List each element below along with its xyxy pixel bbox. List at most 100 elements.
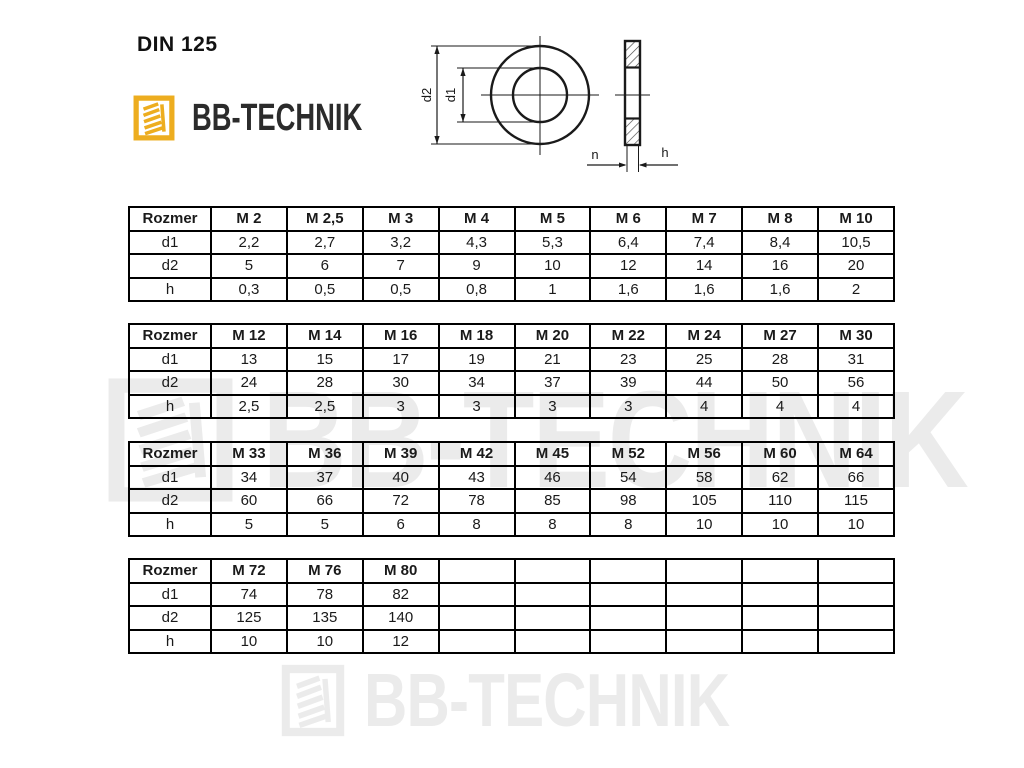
rozmer-header: Rozmer	[128, 323, 212, 349]
dimension-value-cell: 44	[665, 370, 744, 396]
size-column-header: M 7	[665, 206, 744, 232]
dimension-value-cell	[589, 581, 668, 607]
dimension-value-cell: 10,5	[817, 229, 895, 255]
size-column-header: M 80	[361, 558, 440, 584]
dimension-row-label: d1	[128, 229, 212, 255]
dimension-value-cell: 1	[513, 276, 592, 302]
rozmer-header: Rozmer	[128, 441, 212, 467]
dimension-value-cell	[437, 581, 516, 607]
size-column-header: M 2,5	[285, 206, 364, 232]
size-column-header: M 22	[589, 323, 668, 349]
dimension-value-cell: 2	[817, 276, 895, 302]
dimension-value-cell: 39	[589, 370, 668, 396]
dimension-value-cell: 54	[589, 464, 668, 490]
dimension-value-cell: 2,2	[210, 229, 288, 255]
dimension-value-cell: 10	[665, 511, 744, 537]
size-column-header: M 52	[589, 441, 668, 467]
dimension-row-label: h	[128, 511, 212, 537]
size-column-header: M 10	[817, 206, 895, 232]
dimension-value-cell: 5,3	[513, 229, 592, 255]
dimension-value-cell	[513, 628, 592, 654]
dimension-value-cell: 2,5	[285, 393, 364, 419]
dimension-value-cell	[741, 581, 819, 607]
dimension-value-cell: 40	[361, 464, 440, 490]
dimension-value-cell: 8	[437, 511, 516, 537]
dimension-value-cell: 8	[513, 511, 592, 537]
dimension-value-cell: 4,3	[437, 229, 516, 255]
dimension-value-cell: 66	[817, 464, 895, 490]
dimension-value-cell: 72	[361, 488, 440, 514]
dimension-value-cell: 28	[741, 346, 819, 372]
dimension-value-cell: 6	[285, 253, 364, 279]
size-column-header: M 4	[437, 206, 516, 232]
size-column-header: M 39	[361, 441, 440, 467]
dimension-value-cell: 0,5	[285, 276, 364, 302]
rozmer-header: Rozmer	[128, 206, 212, 232]
size-column-header: M 8	[741, 206, 819, 232]
dimension-value-cell	[513, 605, 592, 631]
dimension-value-cell: 13	[210, 346, 288, 372]
size-column-header: M 60	[741, 441, 819, 467]
dimension-arrows	[434, 46, 466, 144]
dimension-row-label: h	[128, 276, 212, 302]
dimension-value-cell	[817, 628, 895, 654]
dimension-value-cell: 7	[361, 253, 440, 279]
dimension-value-cell: 0,8	[437, 276, 516, 302]
dimension-value-cell: 115	[817, 488, 895, 514]
size-column-header: M 36	[285, 441, 364, 467]
washer-section-view	[587, 39, 678, 172]
dimension-value-cell: 7,4	[665, 229, 744, 255]
n-label: n	[591, 147, 598, 162]
size-column-header: M 45	[513, 441, 592, 467]
dimension-value-cell: 10	[285, 628, 364, 654]
dimension-value-cell: 105	[665, 488, 744, 514]
dimension-value-cell	[817, 581, 895, 607]
dimension-value-cell	[741, 605, 819, 631]
dimension-value-cell: 4	[741, 393, 819, 419]
dimension-value-cell: 30	[361, 370, 440, 396]
dimension-value-cell: 14	[665, 253, 744, 279]
size-column-header: M 20	[513, 323, 592, 349]
dimension-value-cell: 50	[741, 370, 819, 396]
size-column-header: M 2	[210, 206, 288, 232]
dimension-value-cell: 5	[210, 511, 288, 537]
dimension-value-cell: 8,4	[741, 229, 819, 255]
h-label: h	[661, 145, 668, 160]
dimension-row-label: d1	[128, 346, 212, 372]
dimension-value-cell: 3	[361, 393, 440, 419]
dimension-value-cell: 12	[361, 628, 440, 654]
dimension-value-cell: 140	[361, 605, 440, 631]
dimension-value-cell: 58	[665, 464, 744, 490]
dimension-value-cell: 31	[817, 346, 895, 372]
size-column-header	[513, 558, 592, 584]
dimension-row-label: d2	[128, 370, 212, 396]
dimension-value-cell: 10	[513, 253, 592, 279]
dimension-value-cell	[589, 628, 668, 654]
dimension-value-cell: 19	[437, 346, 516, 372]
dimension-value-cell: 34	[210, 464, 288, 490]
dimension-value-cell	[589, 605, 668, 631]
dimension-value-cell: 25	[665, 346, 744, 372]
dimension-value-cell	[665, 628, 744, 654]
dimension-value-cell: 43	[437, 464, 516, 490]
dimension-value-cell: 20	[817, 253, 895, 279]
dimension-value-cell: 10	[741, 511, 819, 537]
watermark-bottom: BB-TECHNIK	[281, 662, 821, 737]
dimension-row-label: d2	[128, 605, 212, 631]
dimension-value-cell: 24	[210, 370, 288, 396]
size-column-header	[437, 558, 516, 584]
dimension-value-cell: 0,3	[210, 276, 288, 302]
dimension-value-cell: 8	[589, 511, 668, 537]
dimension-row-label: d2	[128, 488, 212, 514]
dimension-value-cell: 5	[285, 511, 364, 537]
size-column-header: M 56	[665, 441, 744, 467]
dimension-value-cell	[665, 605, 744, 631]
dimension-value-cell: 2,7	[285, 229, 364, 255]
size-column-header: M 42	[437, 441, 516, 467]
dimension-value-cell: 1,6	[589, 276, 668, 302]
dimension-value-cell: 1,6	[665, 276, 744, 302]
bb-technik-watermark-logo-icon	[281, 664, 345, 737]
dimension-value-cell: 17	[361, 346, 440, 372]
dimension-value-cell: 10	[210, 628, 288, 654]
dimension-value-cell: 85	[513, 488, 592, 514]
